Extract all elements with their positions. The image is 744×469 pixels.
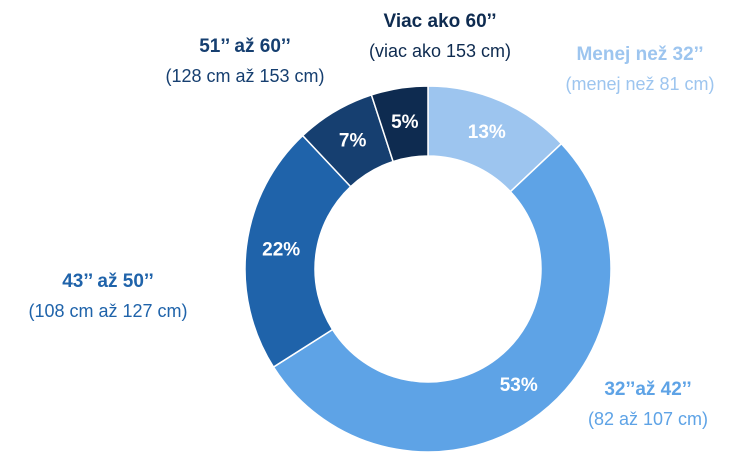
category-detail: (108 cm až 127 cm) xyxy=(28,301,187,321)
slice xyxy=(370,85,429,163)
value-label: 13% xyxy=(468,122,506,143)
slice xyxy=(272,142,612,453)
category-label: Menej než 32’’ xyxy=(576,44,703,65)
category-detail: (menej než 81 cm) xyxy=(565,74,714,94)
category-label: 32’’až 42’’ xyxy=(604,379,691,400)
value-label: 7% xyxy=(339,131,367,152)
value-label: 22% xyxy=(262,239,300,260)
category-detail: (82 až 107 cm) xyxy=(588,409,708,429)
category-label: Viac ako 60’’ xyxy=(383,11,496,32)
category-detail: (128 cm až 153 cm) xyxy=(165,66,324,86)
category-label: 43’’ až 50’’ xyxy=(62,271,154,292)
category-detail: (viac ako 153 cm) xyxy=(369,41,511,61)
value-label: 53% xyxy=(500,375,538,396)
slice xyxy=(244,134,352,369)
category-label: 51’’ až 60’’ xyxy=(199,36,291,57)
value-label: 5% xyxy=(391,112,419,133)
